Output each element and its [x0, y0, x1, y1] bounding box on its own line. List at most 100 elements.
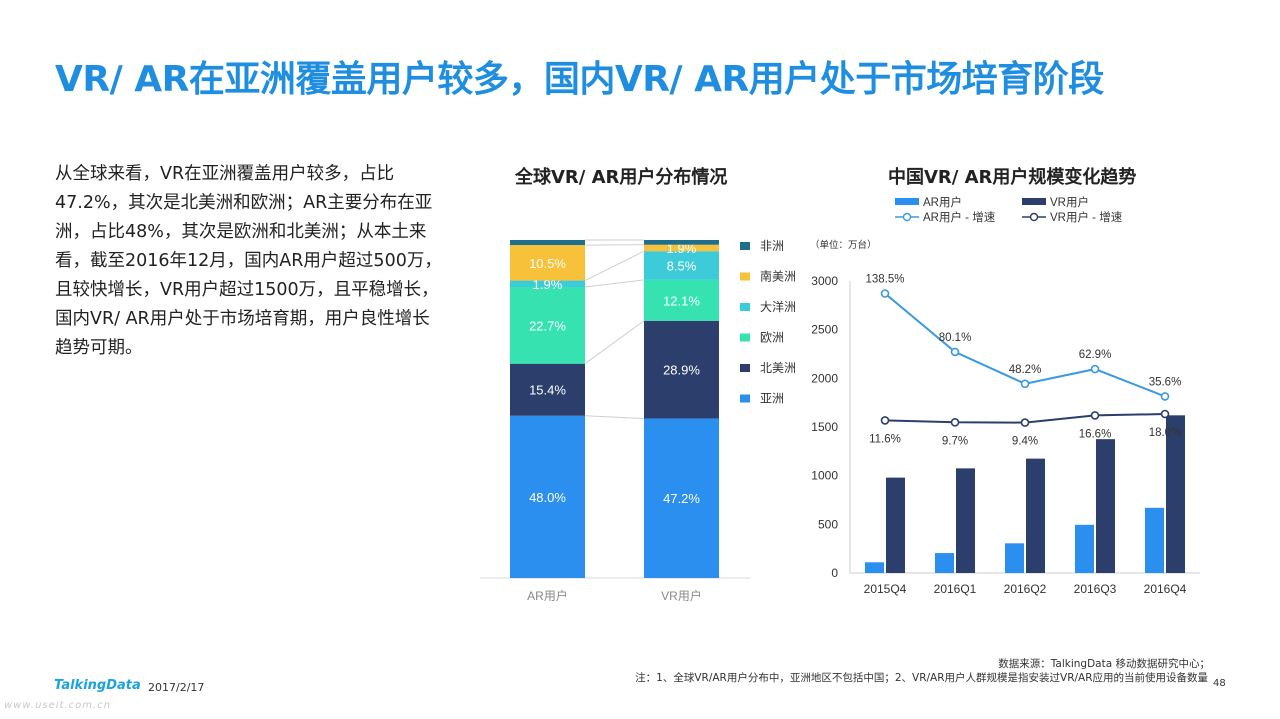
data-label: 28.9%	[663, 363, 700, 378]
growth-point	[950, 347, 960, 357]
data-label: 12.1%	[663, 293, 700, 308]
growth-point	[880, 289, 890, 298]
y-tick-label: 0	[831, 566, 838, 580]
legend-label: 非洲	[760, 239, 784, 253]
legend-label: VR用户	[1050, 195, 1089, 209]
growth-label: 18.0%	[1149, 427, 1182, 439]
legend-swatch	[740, 333, 750, 342]
growth-point	[1160, 409, 1170, 419]
category-label: VR用户	[661, 588, 702, 603]
category-label: 2016Q4	[1144, 582, 1187, 596]
bar-segment-vr-0	[644, 418, 719, 578]
category-label: 2016Q2	[1004, 582, 1047, 596]
growth-label: 48.2%	[1009, 364, 1042, 376]
legend-label: VR用户 - 增速	[1050, 210, 1123, 224]
data-label: 15.4%	[529, 383, 566, 398]
category-label: 2015Q4	[864, 582, 907, 596]
stacked-chart-title: 全球VR/ AR用户分布情况	[515, 167, 728, 188]
connector-line	[584, 320, 645, 365]
ar-user-bar	[935, 553, 954, 573]
growth-point	[1160, 392, 1170, 401]
talkingdata-logo: TalkingData	[54, 678, 141, 693]
bar-segment-ar-4	[510, 245, 585, 281]
y-tick-label: 2500	[811, 323, 838, 337]
vr-user-bar	[956, 468, 975, 573]
legend-swatch	[740, 242, 750, 250]
bar-segment-vr-1	[644, 320, 719, 419]
watermark: www.useit.com.cn	[4, 700, 112, 711]
growth-label: 9.4%	[1012, 436, 1038, 448]
legend-marker	[1029, 212, 1039, 222]
data-label: 8.5%	[667, 259, 697, 274]
page-title: VR/ AR在亚洲覆盖用户较多，国内VR/ AR用户处于市场培育阶段	[55, 59, 1104, 100]
data-label: 22.7%	[529, 318, 566, 333]
growth-label: 138.5%	[865, 274, 904, 286]
growth-label: 62.9%	[1079, 349, 1112, 361]
y-tick-label: 500	[818, 517, 838, 531]
bar-segment-ar-5	[510, 240, 585, 246]
bar-segment-ar-3	[510, 280, 585, 287]
legend-swatch	[1022, 198, 1046, 205]
y-tick-label: 3000	[811, 274, 838, 288]
vr-user-bar	[886, 477, 905, 573]
growth-point	[1090, 411, 1100, 420]
growth-label: 16.6%	[1079, 428, 1112, 440]
legend-label: AR用户 - 增速	[923, 210, 996, 224]
legend-label: 南美洲	[760, 269, 796, 284]
legend-marker	[902, 212, 912, 222]
ar-user-bar	[1075, 524, 1094, 573]
trend-chart-title: 中国VR/ AR用户规模变化趋势	[888, 167, 1137, 188]
bar-segment-ar-2	[510, 286, 585, 364]
ar-user-bar	[1005, 543, 1024, 573]
growth-label: 11.6%	[869, 433, 901, 445]
legend-swatch	[740, 394, 750, 403]
data-label: 47.2%	[663, 491, 700, 506]
bar-segment-vr-4	[644, 244, 719, 252]
growth-point	[1090, 364, 1100, 374]
data-label: 10.5%	[529, 256, 566, 271]
report-date: 2017/2/17	[148, 681, 205, 694]
legend-label: AR用户	[923, 195, 962, 209]
data-source: 数据来源：TalkingData 移动数据研究中心；	[998, 658, 1210, 670]
category-label: 2016Q1	[934, 582, 977, 596]
vr-user-bar	[1166, 415, 1185, 573]
legend-label: 欧洲	[760, 331, 784, 345]
category-label: 2016Q3	[1074, 582, 1117, 596]
growth-label: 80.1%	[939, 332, 972, 344]
bar-segment-vr-3	[644, 251, 719, 280]
page-number: 48	[1213, 678, 1226, 689]
bar-segment-ar-1	[510, 363, 585, 416]
legend-swatch	[740, 303, 750, 311]
ar-user-bar	[1145, 507, 1164, 573]
legend-swatch	[740, 364, 750, 372]
legend-label: 北美洲	[760, 361, 796, 375]
footnote: 注：1、全球VR/AR用户分布中，亚洲地区不包括中国；2、VR/AR用户人群规模…	[635, 672, 1208, 684]
connector-line	[584, 279, 645, 288]
y-tick-label: 1000	[811, 469, 838, 483]
bar-segment-vr-2	[644, 279, 719, 321]
growth-label: 9.7%	[942, 435, 968, 447]
category-label: AR用户	[527, 588, 568, 603]
ar-user-bar	[865, 562, 884, 573]
connector-line	[584, 250, 645, 282]
growth-label: 35.6%	[1149, 376, 1182, 388]
y-tick-label: 1500	[811, 420, 838, 434]
growth-point	[950, 417, 960, 427]
legend-swatch	[895, 198, 919, 205]
y-tick-label: 2000	[811, 371, 838, 385]
legend-swatch	[740, 272, 750, 281]
bar-segment-vr-5	[644, 240, 719, 245]
growth-point	[1020, 418, 1030, 427]
legend-label: 大洋洲	[760, 299, 796, 314]
bar-segment-ar-0	[510, 415, 585, 578]
unit-label: （单位：万台）	[810, 239, 877, 251]
growth-point	[880, 416, 890, 425]
legend-label: 亚洲	[760, 392, 784, 406]
data-label: 48.0%	[529, 490, 566, 505]
vr-user-bar	[1026, 458, 1045, 573]
connector-line	[584, 415, 645, 419]
vr-user-bar	[1096, 439, 1115, 573]
growth-point	[1020, 379, 1030, 389]
summary-text: 从全球来看，VR在亚洲覆盖用户较多，占比47.2%，其次是北美洲和欧洲；AR主要…	[55, 164, 442, 358]
